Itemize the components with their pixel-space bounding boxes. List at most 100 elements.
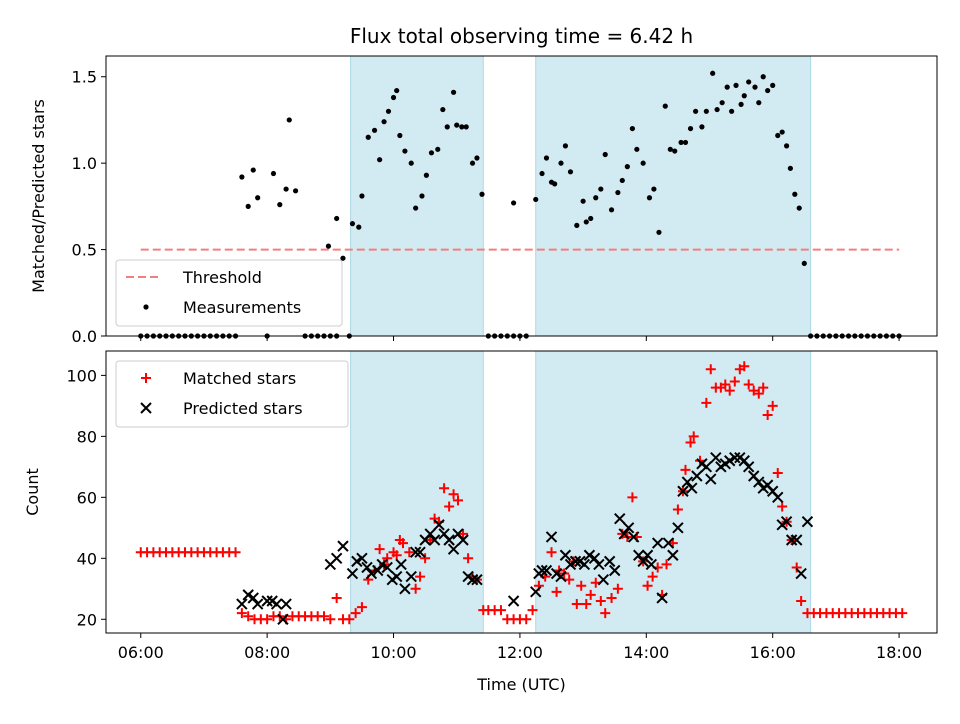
legend-label: Measurements [183,298,301,317]
data-point [551,586,562,597]
data-point [777,501,788,512]
data-point [785,534,798,546]
data-point [398,538,409,549]
data-point [710,451,722,464]
data-point [280,598,292,610]
data-point [593,558,605,571]
data-point [733,82,739,88]
data-point [680,464,691,475]
data-point [615,189,621,196]
data-point [413,205,419,211]
data-point [758,382,769,393]
data-point [448,489,459,500]
data-point [242,589,254,601]
data-point [791,562,802,573]
data-point [678,139,684,146]
data-point [627,531,640,543]
data-point [402,148,408,154]
axes-frame [105,350,938,634]
data-point [381,119,387,125]
data-point [399,583,411,595]
data-point [351,555,363,568]
data-point [495,605,506,616]
data-point [640,160,646,166]
legend-marker [141,373,151,383]
data-point [677,485,689,497]
data-point [283,186,289,192]
data-point [559,549,572,561]
data-point [612,583,623,594]
data-point [536,564,548,577]
data-point [359,193,365,199]
data-point [365,567,378,580]
data-point [574,222,580,228]
ratio-panel: 0.0 0.5 1.0 1.5 Matched/Predicted stars Thres… [29,55,938,346]
data-point [435,146,441,152]
data-point [595,595,606,606]
data-point [656,592,668,604]
data-point [614,512,626,525]
data-point [243,611,254,622]
legend-label: Predicted stars [183,399,303,418]
data-point [770,82,776,88]
data-point [699,124,705,130]
observing-interval-shade [350,350,484,634]
data-point [588,215,594,222]
data-point [415,571,426,582]
data-point [381,561,393,574]
legend-label: Threshold [182,268,262,287]
data-point [408,160,414,166]
data-point [330,552,343,565]
data-point [576,580,587,591]
data-point [397,132,403,139]
data-point [642,580,653,591]
data-point [372,564,384,577]
data-point [705,364,716,375]
data-point [753,388,764,399]
y-tick-label: 0.0 [72,327,97,346]
observing-interval-shade [535,55,812,337]
data-point [742,461,755,473]
data-point [377,157,383,163]
data-point [729,108,735,114]
data-point [672,504,683,515]
data-point [350,608,361,619]
data-point [760,74,766,80]
data-point [325,614,336,625]
data-point [571,599,582,610]
data-point [349,221,356,227]
legend-box [115,360,349,428]
y-axis-label: Count [23,468,42,516]
data-point [247,592,259,604]
data-point [746,79,752,85]
y-tick-label: 1.0 [72,154,97,173]
data-point [334,215,340,222]
data-point [651,537,664,549]
data-point [245,203,251,209]
data-point [251,598,264,610]
data-point [391,550,402,561]
data-point [428,150,435,156]
data-point [471,573,483,586]
data-point [598,186,604,192]
data-point [667,146,673,152]
data-point [603,555,616,568]
data-point [424,528,436,540]
data-point [361,561,373,574]
data-point [641,549,654,561]
data-point [331,592,342,603]
data-point [414,546,426,558]
y-tick-label: 0.5 [72,241,97,260]
data-point [667,549,679,561]
data-point [724,385,735,396]
data-point [581,599,592,610]
data-point [795,567,807,580]
data-point [459,124,465,130]
data-point [395,558,407,571]
data-point [450,89,457,95]
data-point [555,570,567,583]
data-point [454,122,460,128]
data-point [236,598,248,610]
data-point [767,400,778,411]
data-point [775,132,781,139]
